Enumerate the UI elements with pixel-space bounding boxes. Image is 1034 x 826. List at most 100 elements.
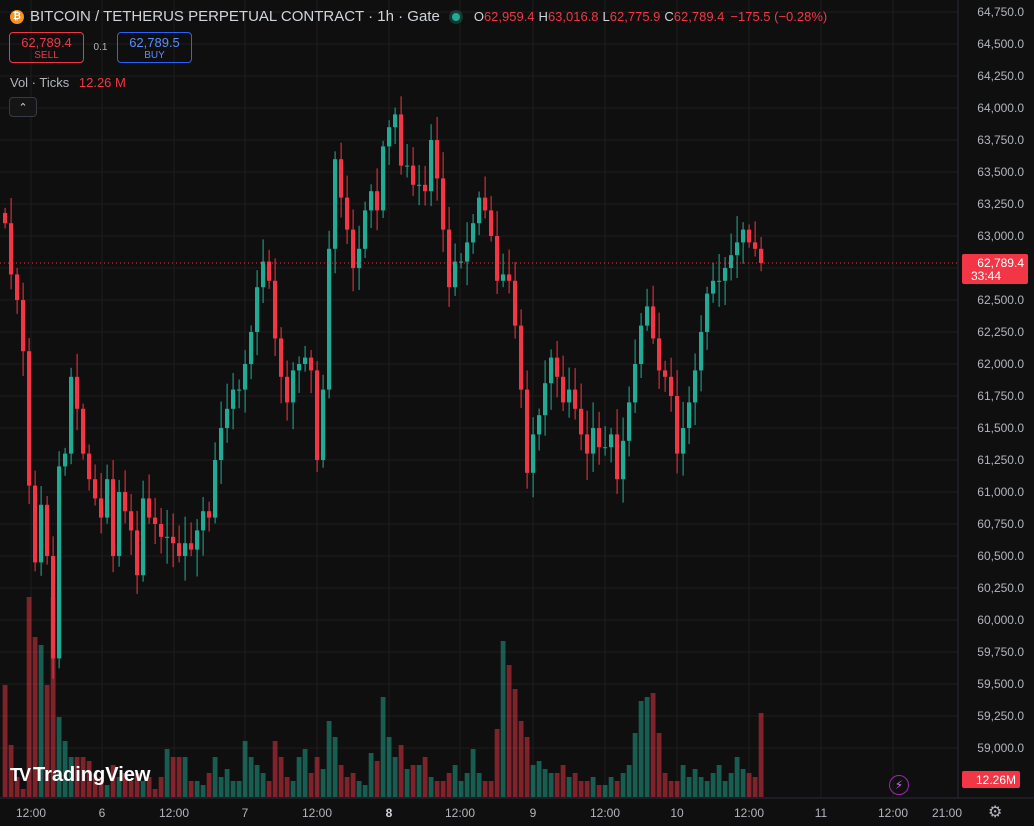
volume-bar — [458, 781, 464, 797]
candle-body — [741, 229, 746, 243]
price-tick-label: 64,750.0 — [977, 5, 1024, 19]
bitcoin-icon: ₿ — [10, 9, 24, 24]
candle-body — [399, 114, 404, 166]
candle-body — [711, 280, 716, 294]
candle-body — [357, 248, 362, 268]
volume-bar — [242, 741, 248, 797]
candle-body — [537, 415, 542, 435]
volume-bar — [668, 781, 674, 797]
candle-body — [735, 242, 740, 256]
candle-body — [327, 248, 332, 390]
volume-bar — [506, 665, 512, 797]
candle-body — [87, 453, 92, 480]
close-value: 62,789.4 — [673, 9, 725, 24]
candle-body — [159, 524, 164, 537]
market-open-icon — [451, 12, 460, 21]
symbol-header: ₿ BITCOIN / TETHERUS PERPETUAL CONTRACT … — [10, 8, 827, 25]
volume-bar — [662, 773, 668, 797]
volume-bar — [482, 781, 488, 797]
buy-button[interactable]: 62,789.5 BUY — [117, 32, 192, 63]
candle-body — [339, 159, 344, 198]
volume-badge — [962, 771, 1020, 788]
volume-bar — [452, 765, 458, 797]
candle-body — [147, 498, 152, 518]
volume-bar — [524, 737, 530, 797]
candle-body — [9, 223, 14, 275]
volume-bar — [278, 757, 284, 797]
candle-body — [171, 536, 176, 544]
volume-bar — [758, 713, 764, 797]
volume-bar — [596, 785, 602, 797]
candle-body — [483, 197, 488, 211]
volume-bar — [194, 781, 200, 797]
volume-bar — [680, 765, 686, 797]
tradingview-logo[interactable]: TV TradingView — [10, 764, 150, 787]
candle-body — [615, 434, 620, 480]
time-axis[interactable]: 12:00 6 12:00 7 12:00 8 12:00 9 12:00 10 12:00 11 12… — [0, 797, 1034, 820]
volume-bar — [590, 777, 596, 797]
candle-body — [579, 408, 584, 435]
price-axis[interactable]: 64,750.0 64,500.0 64,250.0 64,000.0 63,750.0… — [957, 0, 1034, 826]
volume-bar — [158, 777, 164, 797]
candle-body — [459, 261, 464, 263]
symbol-title[interactable]: BITCOIN / TETHERUS PERPETUAL CONTRACT · … — [30, 8, 440, 25]
time-tick-label: 12:00 — [159, 806, 189, 820]
candle-body — [387, 127, 392, 147]
price-tick-label: 64,500.0 — [977, 37, 1024, 51]
candle-body — [315, 370, 320, 460]
volume-bar — [32, 637, 38, 797]
volume-bar — [368, 753, 374, 797]
sell-label: SELL — [34, 50, 59, 61]
logo-icon: TV — [10, 765, 31, 785]
candle-body — [519, 325, 524, 390]
price-tick-label: 61,750.0 — [977, 389, 1024, 403]
candle-body — [99, 498, 104, 518]
volume-bar — [548, 773, 554, 797]
volume-bar — [320, 769, 326, 797]
candle-body — [753, 242, 758, 249]
volume-bar — [602, 785, 608, 797]
candle-body — [423, 184, 428, 192]
price-tick-label: 60,500.0 — [977, 549, 1024, 563]
volume-bar — [272, 741, 278, 797]
lightning-icon[interactable]: ⚡ — [889, 775, 909, 795]
candle-body — [351, 229, 356, 268]
candle-body — [687, 402, 692, 428]
candle-body — [531, 434, 536, 473]
settings-gear-icon[interactable]: ⚙ — [988, 804, 1003, 821]
candle-body — [189, 543, 194, 550]
volume-bar — [416, 765, 422, 797]
volume-bar — [698, 777, 704, 797]
last-price-text: 62,789.4 — [977, 256, 1024, 270]
volume-bar — [92, 773, 98, 797]
candle-body — [93, 479, 98, 499]
candle-body — [63, 453, 68, 467]
collapse-legend-button[interactable]: ⌃ — [9, 97, 37, 117]
volume-bar — [446, 773, 452, 797]
sell-button[interactable]: 62,789.4 SELL — [9, 32, 84, 63]
volume-bar — [464, 773, 470, 797]
candle-body — [597, 428, 602, 448]
candle-body — [225, 408, 230, 428]
price-tick-label: 59,250.0 — [977, 709, 1024, 723]
candle-body — [663, 370, 668, 377]
volume-bar — [554, 773, 560, 797]
volume-bar — [356, 781, 362, 797]
volume-bar — [332, 737, 338, 797]
candle-body — [651, 306, 656, 339]
candle-body — [231, 389, 236, 409]
change-value: −175.5 (−0.28%) — [730, 9, 828, 24]
volume-bar — [476, 773, 482, 797]
candle-body — [633, 364, 638, 403]
volume-bar — [206, 773, 212, 797]
price-tick-label: 61,500.0 — [977, 421, 1024, 435]
volume-bar — [542, 769, 548, 797]
candle-body — [627, 402, 632, 441]
candle-body — [21, 300, 26, 352]
volume-legend[interactable]: Vol · Ticks 12.26 M — [10, 75, 126, 90]
candle-body — [435, 140, 440, 179]
volume-bar — [428, 777, 434, 797]
volume-bar — [260, 773, 266, 797]
candle-body — [567, 389, 572, 403]
